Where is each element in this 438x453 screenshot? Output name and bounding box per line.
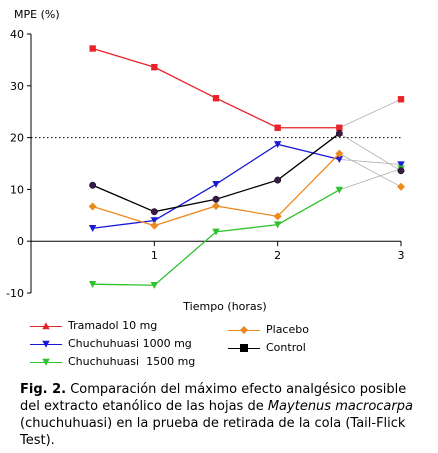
- caption-species: Maytenus macrocarpa: [267, 399, 413, 414]
- data-point: [88, 202, 97, 211]
- data-point: [273, 221, 282, 229]
- y-tick-label: 30: [10, 80, 24, 93]
- legend-item: Chuchuhuasi 1500 mg: [30, 355, 195, 368]
- legend-label: Placebo: [266, 323, 309, 336]
- figure-caption: Fig. 2. Comparación del máximo efecto an…: [20, 381, 420, 449]
- legend-marker: [42, 321, 50, 329]
- data-point: [212, 228, 220, 236]
- legend-marker-shape: [42, 321, 50, 329]
- legend-label: Chuchuhuasi 1500 mg: [68, 355, 196, 368]
- series-0: [89, 45, 405, 131]
- legend-item: Tramadol 10 mg: [30, 319, 157, 332]
- y-tick-label: 20: [10, 132, 24, 145]
- legend-marker: [42, 358, 50, 366]
- legend-label: Control: [266, 341, 306, 354]
- x-tick-label: 2: [274, 249, 281, 262]
- series-2: [88, 165, 405, 289]
- line-chart: MPE (%) Tiempo (horas) -10 0 10 20 30 40 1 2 3: [6, 8, 405, 313]
- legend-item: Placebo: [228, 323, 309, 336]
- data-point: [273, 212, 282, 221]
- series-3: [88, 149, 405, 230]
- legend-item: Control: [228, 341, 306, 354]
- data-point: [150, 282, 159, 289]
- legend-key: [228, 324, 260, 336]
- data-point: [89, 45, 96, 52]
- y-tick-label: -10: [6, 287, 24, 300]
- data-point: [335, 186, 344, 194]
- legend-label: Chuchuhuasi 1000 mg: [68, 337, 192, 350]
- legend-marker-shape: [42, 340, 50, 348]
- data-point: [273, 141, 282, 149]
- data-point: [150, 221, 159, 230]
- caption-text-2: (chuchuhuasi) en la prueba de retirada d…: [20, 416, 406, 448]
- data-point: [397, 161, 405, 169]
- legend-key: [228, 342, 260, 354]
- legend-marker-shape: [240, 325, 248, 334]
- legend-marker: [42, 340, 50, 348]
- legend-marker: [240, 325, 248, 334]
- data-point: [150, 208, 158, 216]
- data-point: [150, 217, 159, 225]
- data-point: [335, 149, 344, 158]
- legend-key: [30, 338, 62, 350]
- series-line: [92, 47, 340, 129]
- data-point: [212, 95, 220, 102]
- series-tail-line: [339, 168, 402, 191]
- data-point: [397, 182, 405, 191]
- x-axis-label: Tiempo (horas): [182, 300, 266, 313]
- y-tick-label: 10: [10, 183, 24, 196]
- data-point: [336, 124, 343, 131]
- data-point: [88, 280, 97, 288]
- series-layer: [88, 45, 405, 289]
- y-tick-label: 0: [17, 235, 24, 248]
- series-4: [89, 130, 405, 216]
- series-tail-line: [339, 98, 402, 129]
- caption-label: Fig. 2.: [20, 382, 67, 397]
- data-point: [397, 96, 405, 103]
- legend-marker-shape: [240, 343, 248, 352]
- data-point: [212, 181, 220, 188]
- data-point: [274, 124, 281, 131]
- series-tail-line: [339, 133, 402, 172]
- data-point: [89, 181, 97, 189]
- x-tick-label: 1: [151, 249, 158, 262]
- legend-marker: [240, 343, 248, 352]
- caption-text-1: Comparación del máximo efecto analgésico…: [20, 382, 407, 414]
- data-point: [212, 195, 220, 203]
- data-point: [212, 201, 220, 210]
- series-1: [88, 141, 405, 232]
- data-point: [397, 167, 405, 175]
- x-tick-label: 3: [398, 249, 405, 262]
- series-tail-line: [339, 158, 402, 165]
- legend-key: [30, 356, 62, 368]
- series-line: [92, 153, 340, 227]
- legend-key: [30, 320, 62, 332]
- data-point: [274, 176, 282, 184]
- data-point: [335, 130, 343, 137]
- y-axis-label: MPE (%): [14, 8, 60, 21]
- axes: -10 0 10 20 30 40 1 2 3: [6, 28, 404, 300]
- legend-marker-shape: [42, 358, 50, 366]
- data-point: [88, 225, 97, 232]
- legend-item: Chuchuhuasi 1000 mg: [30, 337, 192, 350]
- series-tail-line: [339, 153, 402, 188]
- legend-label: Tramadol 10 mg: [68, 319, 158, 332]
- data-point: [335, 156, 344, 164]
- y-tick-label: 40: [10, 28, 24, 41]
- data-point: [151, 63, 158, 71]
